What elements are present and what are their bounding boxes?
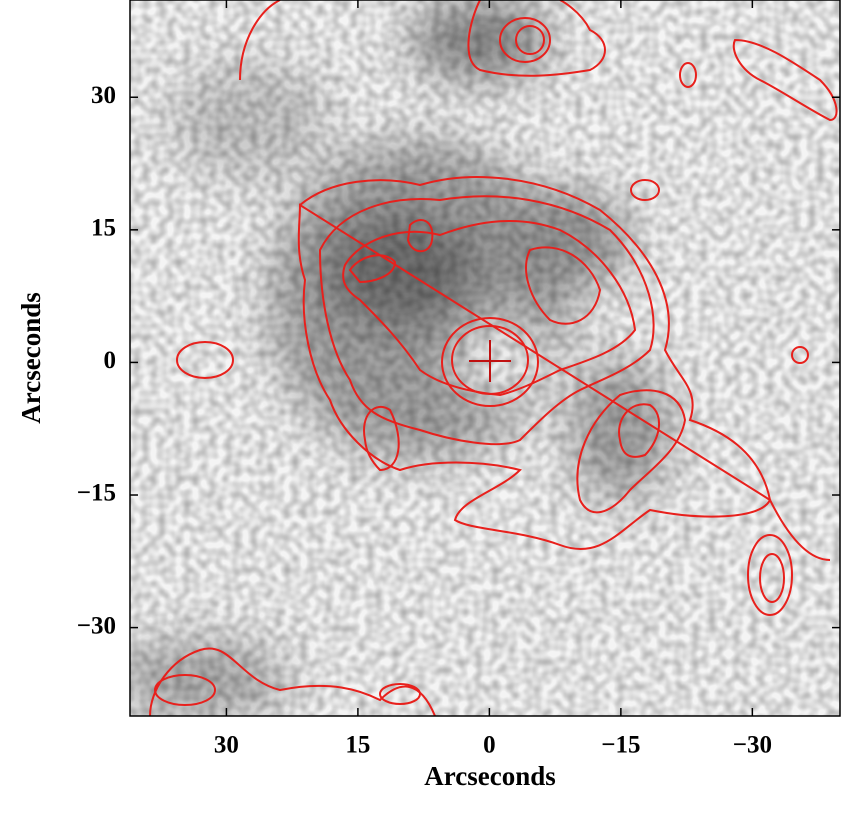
x-tick-label: 15 <box>345 732 370 759</box>
plot-frame <box>129 0 841 717</box>
y-tick-label: −30 <box>77 612 116 639</box>
x-axis-label: Arcseconds <box>424 761 556 791</box>
y-tick-label: 30 <box>91 82 116 109</box>
x-tick-label: −30 <box>733 732 772 759</box>
x-tick-label: 30 <box>214 732 239 759</box>
y-tick-label: 0 <box>104 347 117 374</box>
y-axis-label: Arcseconds <box>16 292 46 424</box>
y-tick-label: 15 <box>91 215 116 242</box>
contours <box>149 0 838 716</box>
x-tick-label: 0 <box>483 732 496 759</box>
x-tick-label: −15 <box>601 732 640 759</box>
center-marker <box>469 340 511 382</box>
y-tick-label: −15 <box>77 480 116 507</box>
sky-image <box>130 0 840 716</box>
